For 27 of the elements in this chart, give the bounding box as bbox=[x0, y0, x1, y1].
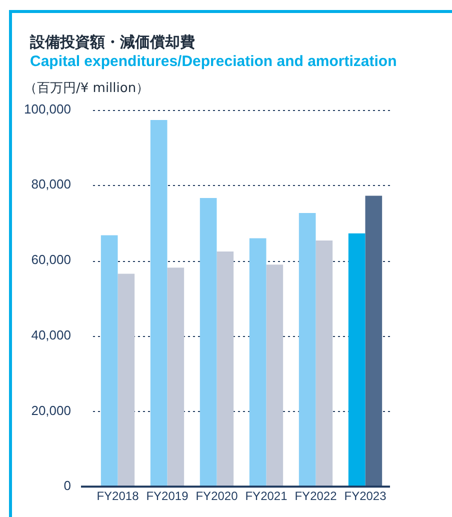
bar bbox=[249, 238, 266, 487]
chart-subtitle: Capital expenditures/Depreciation and amortization bbox=[30, 53, 397, 70]
y-tick-label: 20,000 bbox=[31, 402, 71, 418]
bar bbox=[365, 196, 382, 487]
bar bbox=[200, 198, 217, 487]
bar bbox=[316, 240, 333, 487]
chart-title: 設備投資額・減価償却費 bbox=[30, 33, 195, 52]
y-tick-label: 0 bbox=[64, 478, 71, 494]
x-tick-label: FY2019 bbox=[146, 489, 189, 504]
x-tick-label: FY2018 bbox=[96, 489, 140, 504]
bar bbox=[118, 274, 135, 487]
y-axis-title: （百万円/¥ million） bbox=[24, 80, 150, 97]
y-tick-label: 80,000 bbox=[31, 176, 71, 192]
bar bbox=[150, 120, 168, 487]
bar bbox=[216, 251, 234, 487]
y-tick-label: 60,000 bbox=[31, 252, 71, 268]
bar bbox=[348, 233, 366, 487]
y-tick-label: 100,000 bbox=[24, 101, 71, 116]
x-tick-label: FY2021 bbox=[245, 489, 288, 504]
bar bbox=[167, 268, 184, 487]
x-tick-label: FY2023 bbox=[344, 489, 387, 504]
x-tick-label: FY2020 bbox=[196, 489, 238, 504]
bar bbox=[298, 213, 316, 487]
x-tick-label: FY2022 bbox=[294, 489, 338, 504]
y-tick-label: 40,000 bbox=[31, 327, 71, 342]
bar bbox=[100, 235, 118, 487]
bar bbox=[266, 264, 284, 487]
